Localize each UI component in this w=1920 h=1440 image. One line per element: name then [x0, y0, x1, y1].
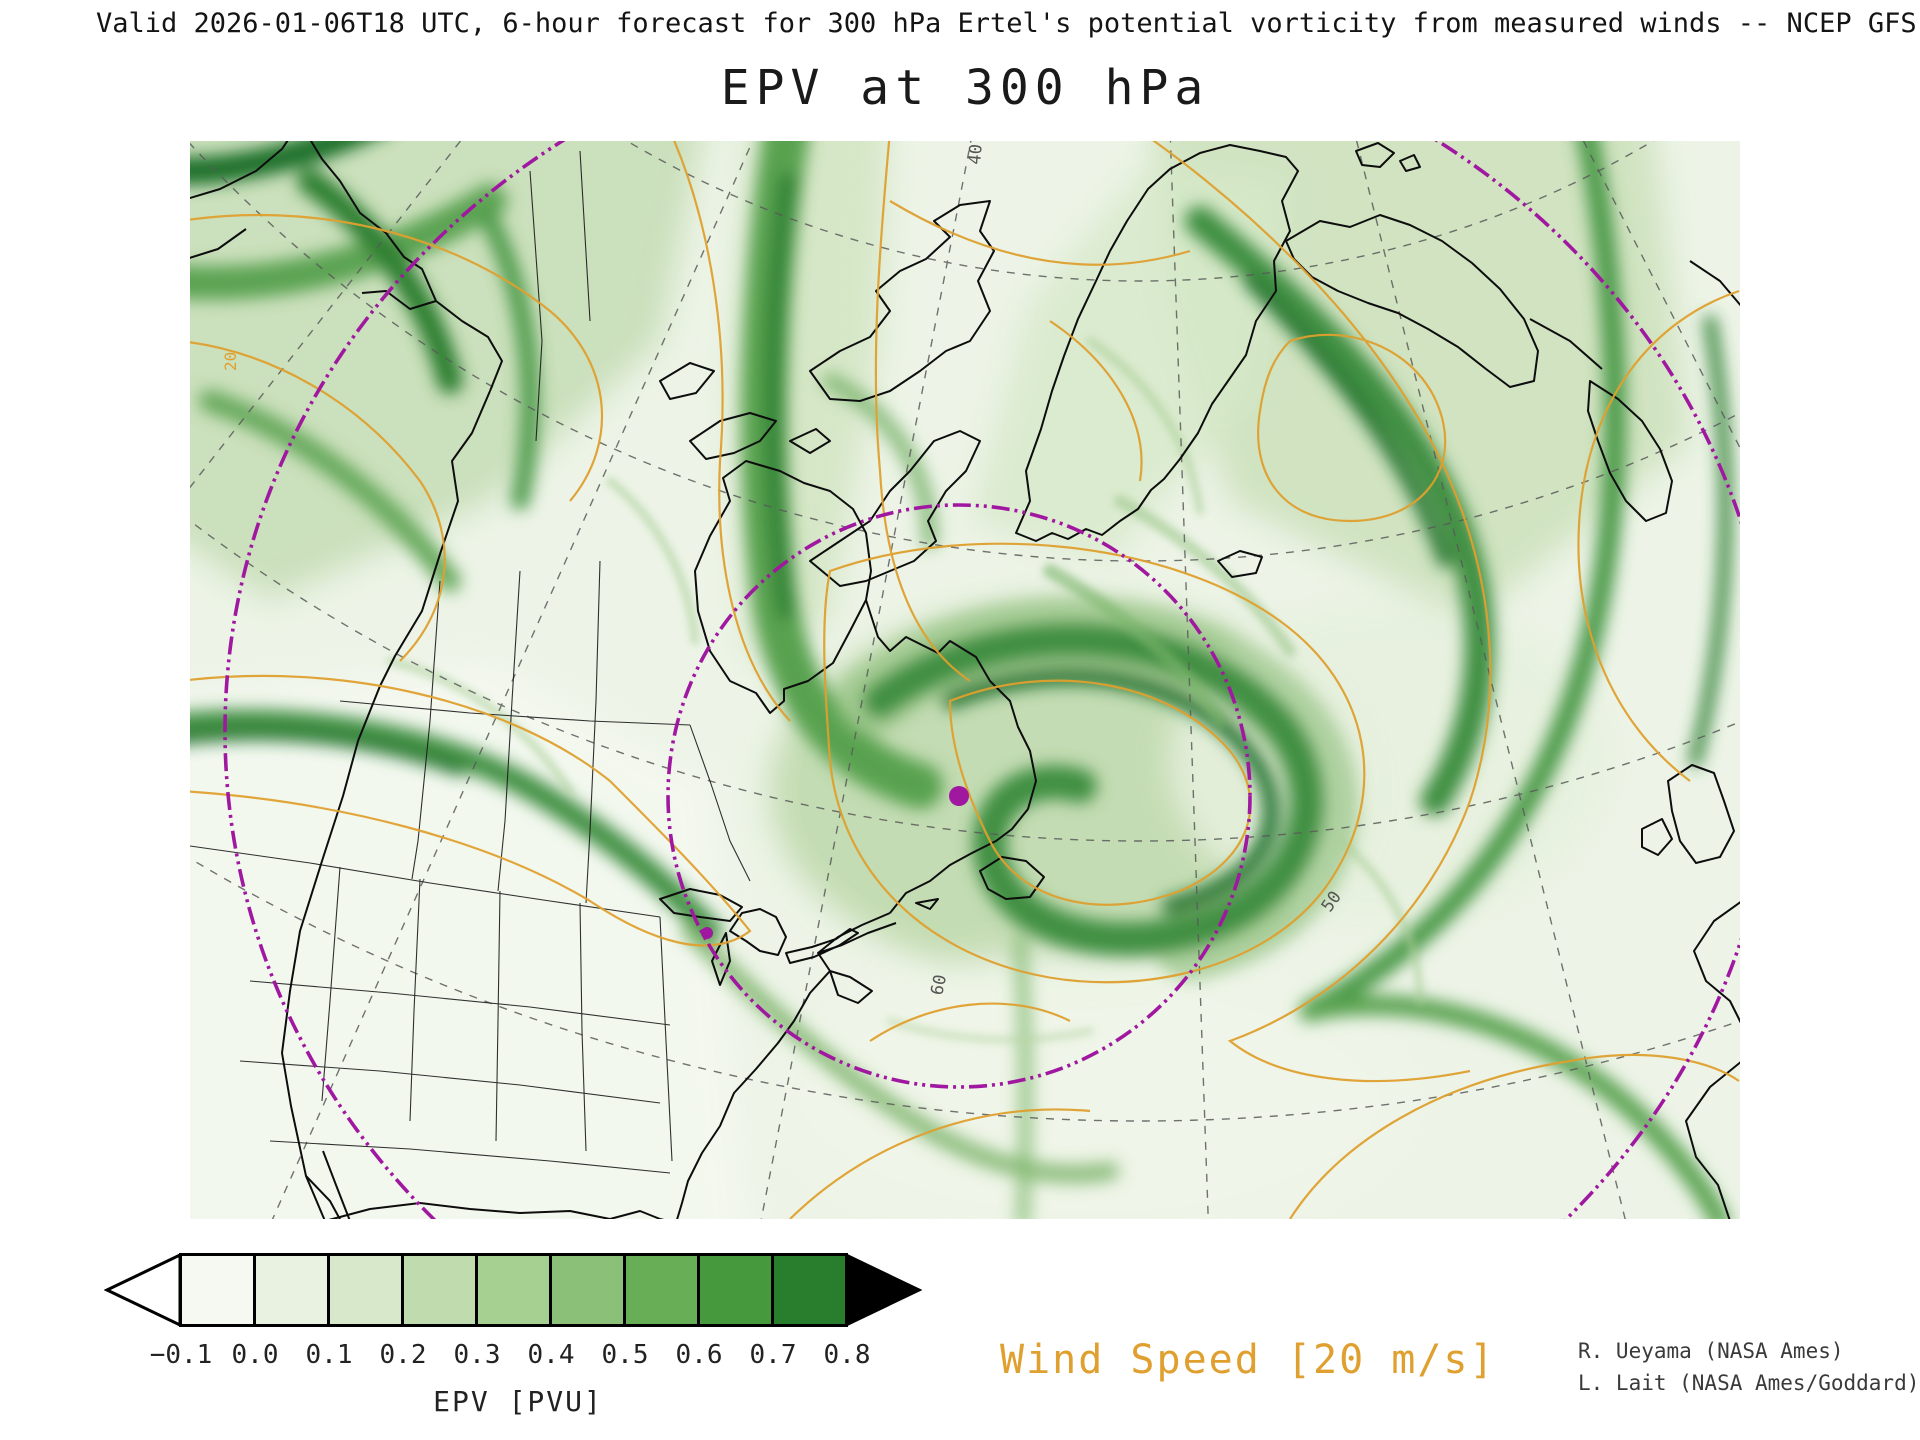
colorbar-cell [179, 1253, 256, 1327]
map-canvas: 40 60 50 [190, 141, 1740, 1219]
wind-contours [190, 141, 1740, 1219]
credit-line-2: L. Lait (NASA Ames/Goddard) [1578, 1370, 1920, 1395]
outer-range-ring [223, 141, 1740, 1219]
validity-text: Valid 2026-01-06T18 UTC, 6-hour forecast… [96, 8, 1917, 39]
colorbar-tick: 0.2 [379, 1340, 427, 1370]
colorbar-cell [475, 1253, 552, 1327]
lat-label-40: 40 [965, 143, 987, 165]
colorbar-tick: 0.1 [305, 1340, 353, 1370]
colorbar-tick: 0.4 [527, 1340, 575, 1370]
epv-map-plot: 40 60 50 [190, 141, 1740, 1219]
colorbar-tick: 0.3 [453, 1340, 501, 1370]
secondary-marker [701, 927, 713, 939]
state-borders [190, 150, 751, 1174]
colorbar-cell [401, 1253, 478, 1327]
colorbar-cell [623, 1253, 700, 1327]
epv-field [190, 141, 1732, 1219]
colorbar-tick: 0.8 [823, 1340, 871, 1370]
credit-line-1: R. Ueyama (NASA Ames) [1578, 1339, 1844, 1363]
colorbar-axis-label: EPV [PVU] [433, 1385, 603, 1418]
colorbar-cell [253, 1253, 330, 1327]
page-title: EPV at 300 hPa [720, 60, 1210, 116]
wind-contour-value-label: 20 [221, 352, 240, 371]
wind-speed-legend: Wind Speed [20 m/s] [1000, 1337, 1496, 1383]
coastlines [190, 141, 1740, 1219]
colorbar-cell [771, 1253, 848, 1327]
inner-range-ring [666, 503, 1252, 1089]
graticule [190, 141, 1740, 1219]
colorbar-cell [327, 1253, 404, 1327]
colorbar-tick: 0.0 [231, 1340, 279, 1370]
range-rings [223, 141, 1740, 1219]
colorbar [104, 1253, 922, 1327]
credits: R. Ueyama (NASA Ames) L. Lait (NASA Ames… [1578, 1336, 1919, 1399]
colorbar-overflow-arrow [845, 1253, 922, 1327]
colorbar-tick: 0.6 [675, 1340, 723, 1370]
colorbar-tick: −0.1 [149, 1340, 213, 1370]
colorbar-underflow-arrow [104, 1253, 181, 1327]
colorbar-tick: 0.5 [601, 1340, 649, 1370]
colorbar-cell [697, 1253, 774, 1327]
station-marker [949, 786, 969, 806]
colorbar-tick: 0.7 [749, 1340, 797, 1370]
lat-label-60: 60 [927, 973, 951, 997]
colorbar-cell [549, 1253, 626, 1327]
